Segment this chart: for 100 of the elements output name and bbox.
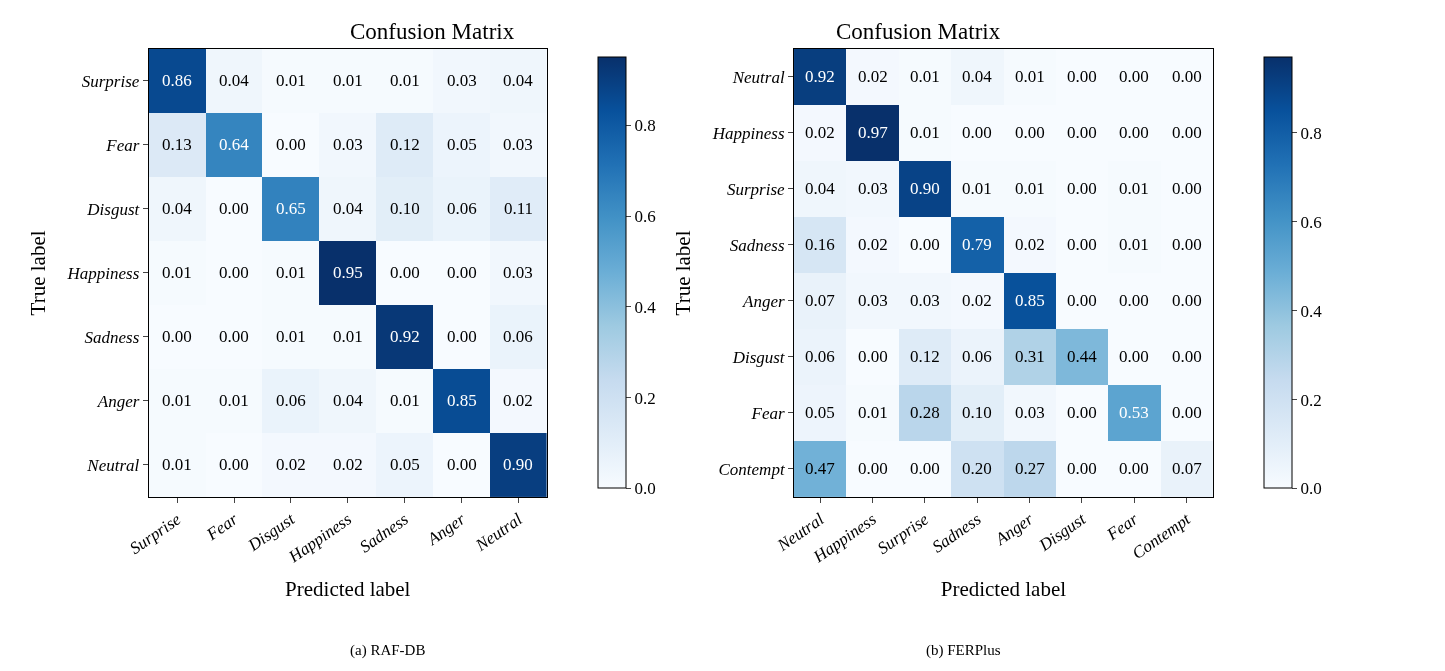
data-label: 0.65 bbox=[276, 199, 306, 218]
data-label: 0.00 bbox=[1067, 179, 1097, 198]
data-label: 0.12 bbox=[390, 135, 420, 154]
data-label: 0.00 bbox=[162, 327, 192, 346]
data-label: 0.03 bbox=[447, 71, 477, 90]
y-tick-label: Happiness bbox=[66, 263, 140, 283]
data-label: 0.03 bbox=[503, 135, 533, 154]
data-label: 0.05 bbox=[447, 135, 477, 154]
data-label: 0.03 bbox=[1015, 403, 1045, 422]
color-bar-label: 0.0 bbox=[1300, 479, 1322, 499]
data-label: 0.00 bbox=[1119, 459, 1149, 478]
data-label: 0.00 bbox=[219, 327, 249, 346]
data-label: 0.00 bbox=[1172, 403, 1202, 422]
data-label: 0.01 bbox=[333, 71, 363, 90]
chart-title: Confusion Matrix bbox=[836, 19, 1001, 44]
data-label: 0.03 bbox=[858, 179, 888, 198]
y-tick-label: Anger bbox=[96, 391, 140, 411]
data-label: 0.92 bbox=[390, 327, 420, 346]
data-label: 0.05 bbox=[805, 403, 835, 422]
data-label: 0.01 bbox=[276, 71, 306, 90]
color-bar-label: 0.6 bbox=[1300, 212, 1322, 232]
data-label: 0.10 bbox=[390, 199, 420, 218]
text: (b) FERPlus bbox=[926, 642, 1001, 659]
data-label: 0.92 bbox=[805, 67, 835, 86]
data-label: 0.01 bbox=[162, 391, 192, 410]
data-label: 0.00 bbox=[447, 327, 477, 346]
data-label: 0.86 bbox=[162, 71, 192, 90]
y-tick-label: Fear bbox=[750, 403, 785, 423]
data-label: 0.02 bbox=[962, 291, 992, 310]
data-label: 0.07 bbox=[805, 291, 836, 310]
data-label: 0.04 bbox=[333, 391, 364, 410]
data-label: 0.01 bbox=[910, 123, 940, 142]
text: (a) RAF-DB bbox=[350, 642, 426, 659]
y-tick-label: Surprise bbox=[81, 71, 140, 91]
data-label: 0.01 bbox=[910, 67, 940, 86]
data-label: 0.00 bbox=[447, 455, 477, 474]
y-tick-label: Neutral bbox=[731, 67, 785, 87]
data-label: 0.02 bbox=[858, 67, 888, 86]
y-tick-label: Contempt bbox=[718, 459, 786, 479]
data-label: 0.79 bbox=[962, 235, 992, 254]
color-bar-label: 0.2 bbox=[1300, 390, 1322, 410]
data-label: 0.01 bbox=[1015, 67, 1045, 86]
x-axis-title: Predicted label bbox=[285, 577, 411, 602]
data-label: 0.00 bbox=[1119, 67, 1149, 86]
data-label: 0.03 bbox=[858, 291, 888, 310]
data-label: 0.85 bbox=[1015, 291, 1045, 310]
data-label: 0.01 bbox=[390, 71, 420, 90]
data-label: 0.00 bbox=[1119, 347, 1149, 366]
color-bar-label: 0.8 bbox=[634, 116, 656, 136]
data-label: 0.01 bbox=[858, 403, 888, 422]
data-label: 0.27 bbox=[1015, 459, 1046, 478]
data-label: 0.01 bbox=[162, 263, 192, 282]
data-label: 0.03 bbox=[910, 291, 940, 310]
y-tick-label: Disgust bbox=[731, 347, 786, 367]
color-bar-label: 0.0 bbox=[634, 479, 656, 499]
data-label: 0.00 bbox=[219, 199, 249, 218]
color-bar-label: 0.2 bbox=[634, 388, 656, 408]
data-label: 0.00 bbox=[1172, 235, 1202, 254]
data-label: 0.53 bbox=[1119, 403, 1149, 422]
data-label: 0.20 bbox=[962, 459, 992, 478]
data-label: 0.04 bbox=[503, 71, 534, 90]
data-label: 0.01 bbox=[333, 327, 363, 346]
data-label: 0.00 bbox=[1172, 123, 1202, 142]
data-label: 0.06 bbox=[962, 347, 992, 366]
y-tick-label: Fear bbox=[105, 135, 140, 155]
y-tick-label: Sadness bbox=[84, 327, 140, 347]
data-label: 0.00 bbox=[1067, 291, 1097, 310]
data-label: 0.04 bbox=[219, 71, 250, 90]
data-label: 0.64 bbox=[219, 135, 250, 154]
data-label: 0.04 bbox=[333, 199, 364, 218]
data-label: 0.00 bbox=[910, 459, 940, 478]
data-label: 0.00 bbox=[1172, 347, 1202, 366]
data-label: 0.31 bbox=[1015, 347, 1045, 366]
y-tick-label: Neutral bbox=[86, 455, 140, 475]
data-label: 0.16 bbox=[805, 235, 835, 254]
data-label: 0.44 bbox=[1067, 347, 1098, 366]
data-label: 0.00 bbox=[858, 459, 888, 478]
data-label: 0.05 bbox=[390, 455, 420, 474]
data-label: 0.01 bbox=[219, 391, 249, 410]
data-label: 0.02 bbox=[805, 123, 835, 142]
data-label: 0.00 bbox=[1067, 459, 1097, 478]
data-label: 0.03 bbox=[333, 135, 363, 154]
data-label: 0.00 bbox=[1067, 235, 1097, 254]
data-label: 0.00 bbox=[219, 455, 249, 474]
data-label: 0.06 bbox=[503, 327, 533, 346]
y-tick-label: Sadness bbox=[729, 235, 785, 255]
data-label: 0.00 bbox=[1172, 179, 1202, 198]
y-tick-label: Surprise bbox=[726, 179, 786, 199]
data-label: 0.11 bbox=[504, 199, 534, 218]
x-tick-label: Fear bbox=[1102, 509, 1142, 545]
data-label: 0.00 bbox=[447, 263, 477, 282]
data-label: 0.00 bbox=[962, 123, 992, 142]
data-label: 0.00 bbox=[276, 135, 306, 154]
data-label: 0.00 bbox=[1067, 123, 1097, 142]
data-label: 0.01 bbox=[162, 455, 192, 474]
color-bar-label: 0.6 bbox=[634, 207, 656, 227]
data-label: 0.07 bbox=[1172, 459, 1203, 478]
data-label: 0.01 bbox=[276, 263, 306, 282]
data-label: 0.00 bbox=[1119, 123, 1149, 142]
data-label: 0.01 bbox=[1119, 235, 1149, 254]
